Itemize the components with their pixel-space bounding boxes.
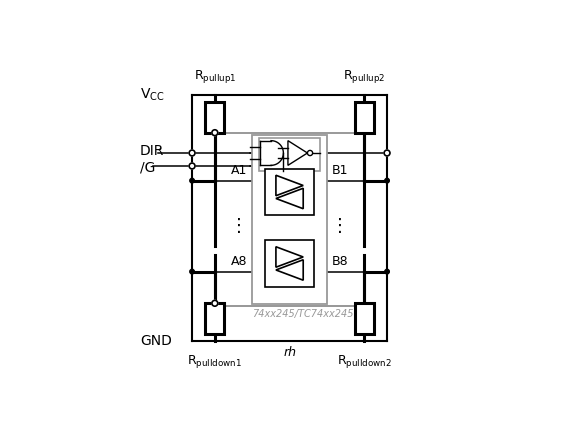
Text: ⋮: ⋮ xyxy=(331,217,349,235)
Text: R$_{\rm pulldown2}$: R$_{\rm pulldown2}$ xyxy=(337,353,392,370)
Bar xyxy=(252,135,327,304)
Circle shape xyxy=(189,163,195,169)
Circle shape xyxy=(385,269,389,274)
Circle shape xyxy=(189,150,195,156)
Text: DIR: DIR xyxy=(140,144,164,158)
Text: /G: /G xyxy=(140,161,155,175)
Bar xyxy=(206,303,224,334)
Bar xyxy=(265,240,314,287)
Text: V$_{\rm CC}$: V$_{\rm CC}$ xyxy=(140,87,165,103)
Bar xyxy=(355,102,373,133)
Circle shape xyxy=(384,150,390,156)
Circle shape xyxy=(190,269,194,274)
Circle shape xyxy=(385,179,389,183)
Bar xyxy=(206,102,224,133)
Text: B8: B8 xyxy=(332,255,349,268)
Text: 74xx245/TC74xx245: 74xx245/TC74xx245 xyxy=(252,309,353,319)
Text: rh: rh xyxy=(283,346,296,360)
Text: A1: A1 xyxy=(231,164,247,177)
Bar xyxy=(259,138,320,171)
Text: R$_{\rm pulldown1}$: R$_{\rm pulldown1}$ xyxy=(187,353,242,370)
Bar xyxy=(355,303,373,334)
Bar xyxy=(265,169,314,215)
Text: R$_{\rm pullup1}$: R$_{\rm pullup1}$ xyxy=(194,68,236,85)
Text: A8: A8 xyxy=(231,255,247,268)
Text: GND: GND xyxy=(140,335,172,349)
Text: R$_{\rm pullup2}$: R$_{\rm pullup2}$ xyxy=(343,68,385,85)
Circle shape xyxy=(190,179,194,183)
Circle shape xyxy=(212,300,218,306)
Text: ⋮: ⋮ xyxy=(230,217,248,235)
Text: B1: B1 xyxy=(332,164,348,177)
Circle shape xyxy=(212,130,218,135)
